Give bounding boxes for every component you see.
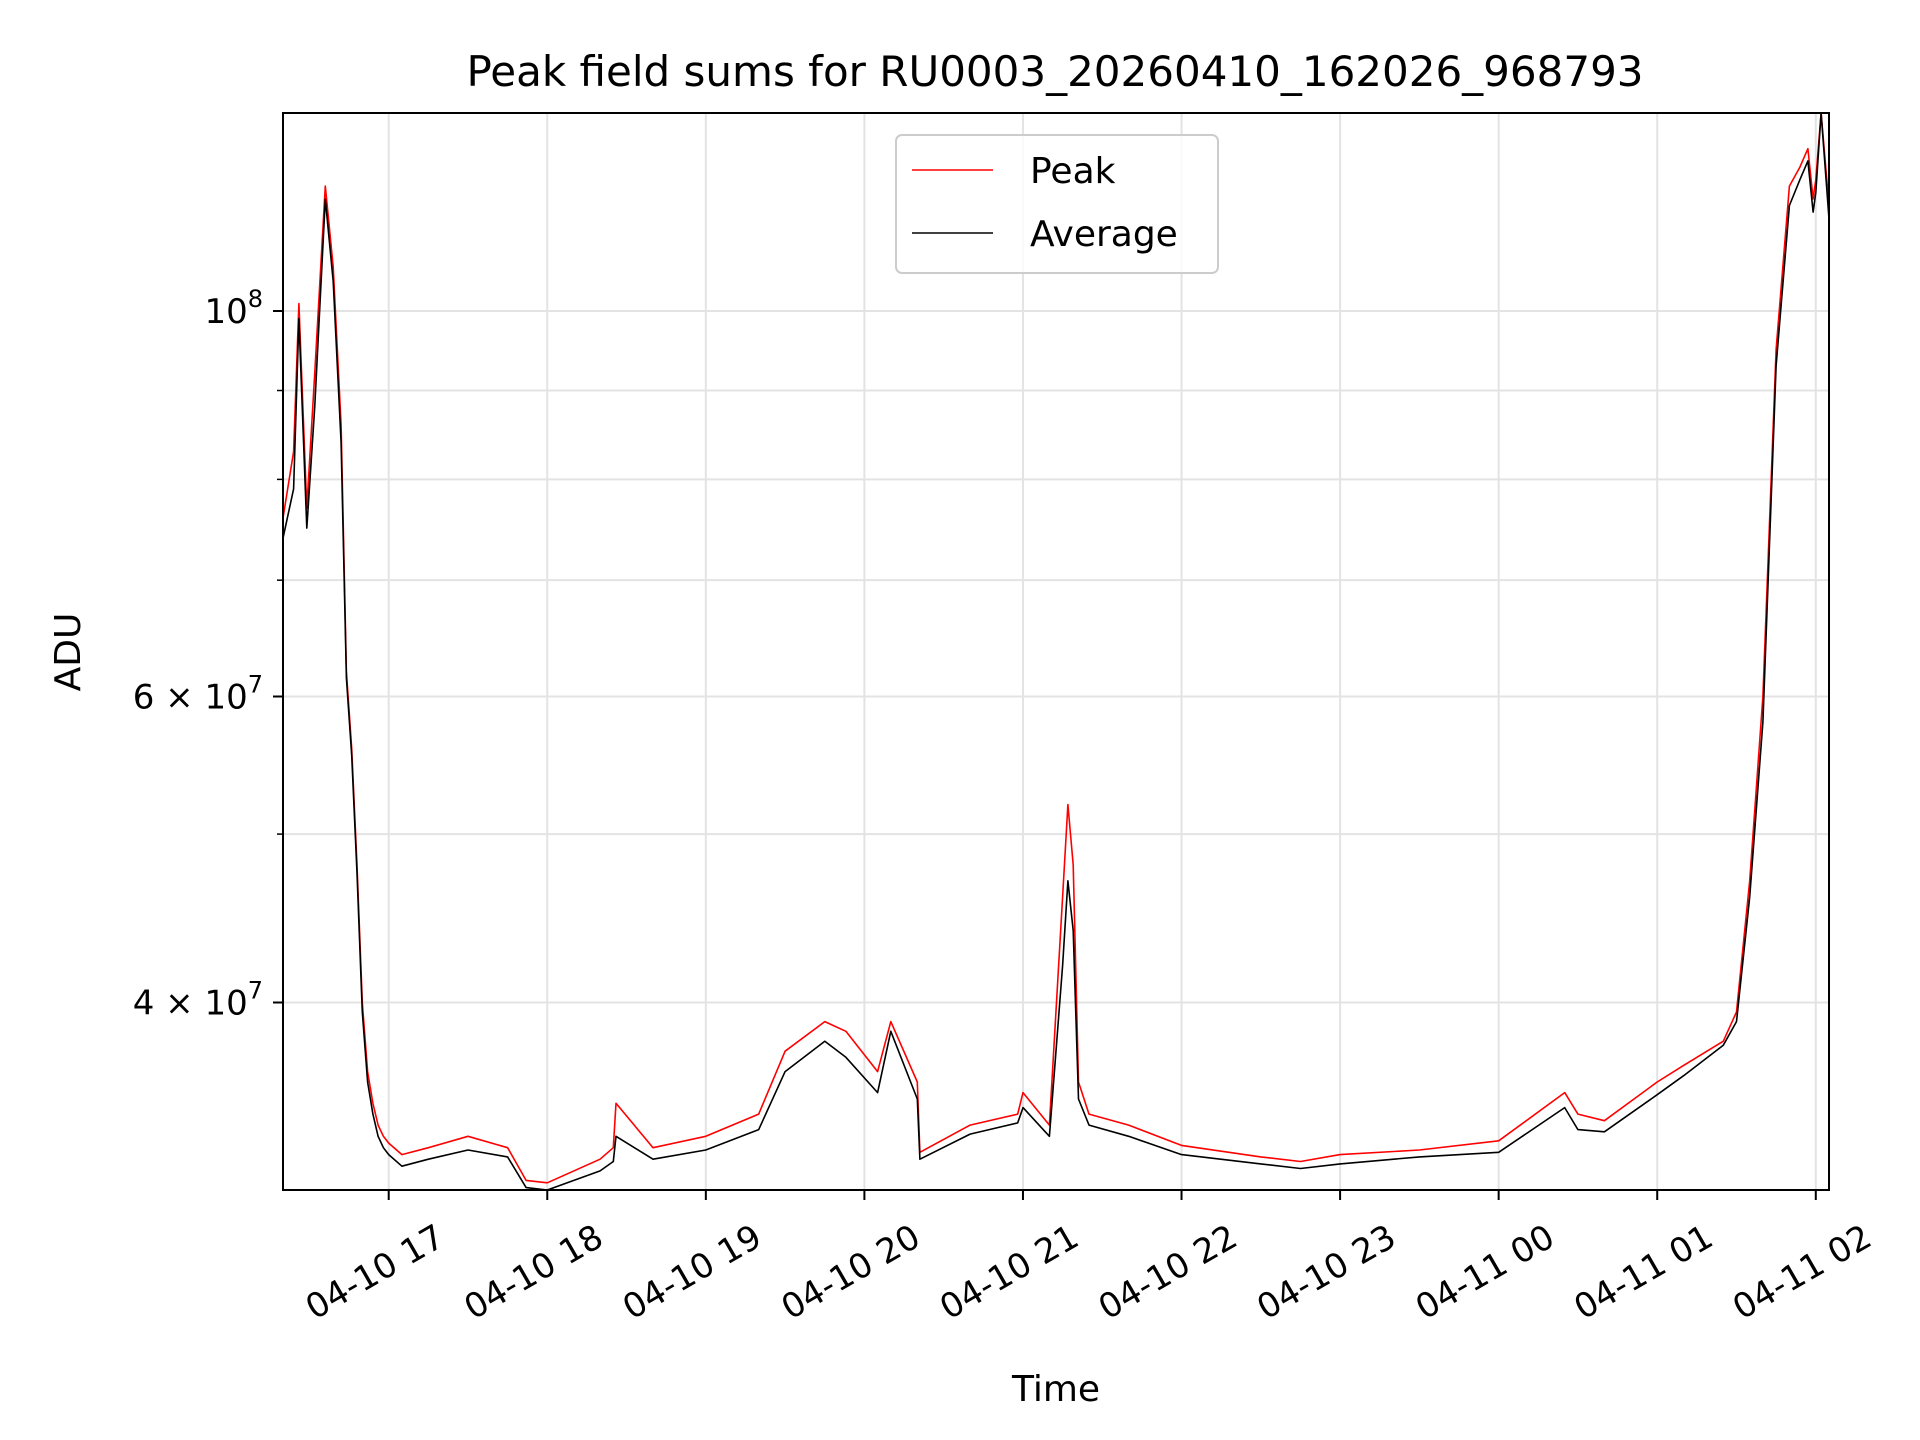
y-tick-mantissa: 6 × [133, 678, 205, 718]
y-tick-mantissa: 4 × [133, 983, 205, 1023]
legend-average-label: Average [1030, 214, 1178, 255]
series-lines [282, 112, 1830, 1191]
legend: Peak Average [895, 134, 1219, 274]
x-axis-label: Time [1011, 1369, 1100, 1410]
y-tick-label: 4 × 107 [133, 976, 263, 1023]
y-tick-base: 10 [204, 678, 247, 718]
y-tick-base: 10 [204, 292, 247, 332]
legend-peak-label: Peak [1030, 151, 1116, 192]
y-axis-label: ADU [48, 613, 89, 692]
series-line-average [282, 112, 1830, 1191]
y-tick-exponent: 8 [248, 285, 263, 313]
y-tick-label: 108 [204, 285, 263, 332]
y-tick-exponent: 7 [248, 976, 263, 1004]
y-tick-label: 6 × 107 [133, 671, 263, 718]
plot-frame [282, 112, 1830, 1191]
y-tick-base: 10 [204, 983, 247, 1023]
chart-title: Peak field sums for RU0003_20260410_1620… [466, 47, 1643, 96]
y-tick-exponent: 7 [248, 671, 263, 699]
